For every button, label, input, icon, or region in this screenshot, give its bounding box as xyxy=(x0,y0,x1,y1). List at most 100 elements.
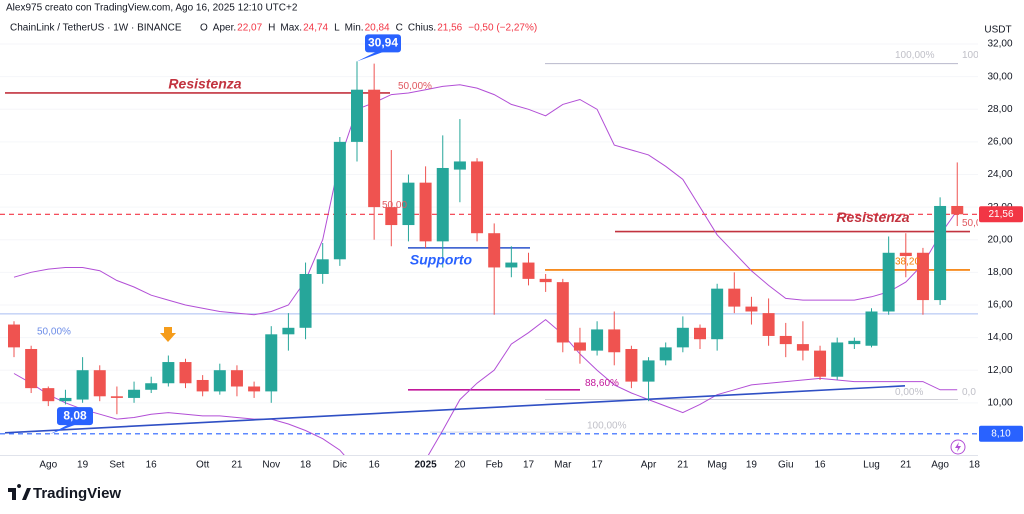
candle-body xyxy=(162,362,175,384)
y-tick-label: 30,00 xyxy=(987,71,1012,82)
legend-text: Chius. xyxy=(408,23,436,34)
x-tick-label: Apr xyxy=(641,460,657,471)
x-tick-label: 17 xyxy=(523,460,535,471)
candle-body xyxy=(488,233,501,268)
fib-label: 50,00 xyxy=(382,200,407,211)
x-tick-label: 18 xyxy=(969,460,981,471)
x-tick-label: 21 xyxy=(677,460,689,471)
candle-body xyxy=(608,329,621,353)
candle-body xyxy=(522,262,535,279)
candle-body xyxy=(42,388,55,402)
candle-body xyxy=(762,313,775,336)
candle-body xyxy=(196,379,209,392)
candle-body xyxy=(539,278,552,283)
legend-text: 20,84 xyxy=(365,23,390,34)
fib-label: 100 xyxy=(962,50,979,61)
candle-body xyxy=(694,327,706,340)
candle-body xyxy=(25,348,38,389)
candle-body xyxy=(213,370,226,392)
candle-body xyxy=(436,167,449,242)
legend-text: Aper. xyxy=(213,23,236,34)
logo xyxy=(8,484,31,500)
x-tick-label: Ott xyxy=(196,460,210,471)
credit: Alex975 creato con TradingView.com, Ago … xyxy=(6,3,298,14)
y-tick-label: 10,00 xyxy=(987,397,1012,408)
y-tick-label: 14,00 xyxy=(987,332,1012,343)
fib-label: 100,00% xyxy=(587,420,627,431)
bollinger-lower xyxy=(13,318,958,455)
legend-text: Max. xyxy=(280,23,302,34)
candle-body xyxy=(333,141,346,260)
candle-body xyxy=(76,370,89,400)
drawing-label: Resistenza xyxy=(836,209,909,225)
candle-body xyxy=(59,397,72,402)
x-tick-label: 19 xyxy=(77,460,89,471)
x-tick-label: Mag xyxy=(707,460,726,471)
y-tick-label: 12,00 xyxy=(987,365,1012,376)
candle-body xyxy=(745,306,758,312)
candle-body xyxy=(8,324,20,348)
fib-label: 50,00% xyxy=(398,81,432,92)
plot-area: Resistenza Resistenza Supporto 50,00% 50,00%… xyxy=(0,43,979,455)
candle-body xyxy=(796,344,809,351)
x-tick-label: Mar xyxy=(554,460,572,471)
x-tick-label: 21 xyxy=(900,460,912,471)
fib-label: 50,00% xyxy=(37,327,71,338)
arrow-icon xyxy=(160,327,176,342)
candle-body xyxy=(299,273,312,328)
x-tick-label: Dic xyxy=(333,460,347,471)
x-tick-label: Lug xyxy=(863,460,880,471)
x-tick-label: 20 xyxy=(454,460,466,471)
y-tick-label: 16,00 xyxy=(987,300,1012,311)
x-tick-label: Set xyxy=(109,460,124,471)
candle-body xyxy=(145,383,158,390)
fib-label: 100,00% xyxy=(895,50,935,61)
x-tick-label: Giu xyxy=(778,460,794,471)
candle-body xyxy=(951,205,964,215)
candle-body xyxy=(831,342,844,377)
callout-label: 30,94 xyxy=(368,35,398,49)
x-tick-label: 18 xyxy=(300,460,312,471)
legend-text: C xyxy=(396,23,403,34)
y-tick-label: 28,00 xyxy=(987,104,1012,115)
callout-label: 8,08 xyxy=(63,408,87,422)
legend-text: −0,50 (−2,27%) xyxy=(468,23,537,34)
candle-body xyxy=(711,288,724,340)
candle-body xyxy=(848,340,861,345)
candle-body xyxy=(676,327,689,348)
candle-body xyxy=(368,89,381,208)
brand: TradingView xyxy=(33,485,121,502)
candle-body xyxy=(248,386,261,392)
fib-label: 0,00% xyxy=(895,387,923,398)
x-tick-label: 17 xyxy=(592,460,604,471)
y-tick-label: 32,00 xyxy=(987,39,1012,50)
candle-body xyxy=(625,348,638,382)
x-tick-label: Ago xyxy=(39,460,57,471)
x-tick-label: Feb xyxy=(486,460,504,471)
candle-body xyxy=(385,207,398,226)
candle-body xyxy=(573,342,586,351)
candle-body xyxy=(179,362,192,384)
candle-body xyxy=(505,262,518,268)
alert-icon xyxy=(950,439,966,455)
candle-body xyxy=(316,259,329,274)
candle-body xyxy=(282,327,295,335)
alert-bolt xyxy=(955,442,961,452)
fib-label: 88,60% xyxy=(585,378,619,389)
x-tick-label: Ago xyxy=(931,460,949,471)
legend-text: 22,07 xyxy=(237,23,262,34)
candle-body xyxy=(556,282,569,343)
fib-label: 38,20 xyxy=(895,256,920,267)
fib-label: 0,0 xyxy=(962,387,976,398)
candle-body xyxy=(471,161,484,234)
legend-text: H xyxy=(268,23,275,34)
marker-price-label: 8,10 xyxy=(991,428,1011,439)
candle-body xyxy=(419,182,432,242)
x-tick-label: 16 xyxy=(369,460,381,471)
drawing-label: Resistenza xyxy=(168,76,241,92)
x-tick-label: 19 xyxy=(746,460,758,471)
bollinger-upper xyxy=(13,84,958,316)
callout-box xyxy=(365,34,401,53)
candle-body xyxy=(899,252,912,257)
